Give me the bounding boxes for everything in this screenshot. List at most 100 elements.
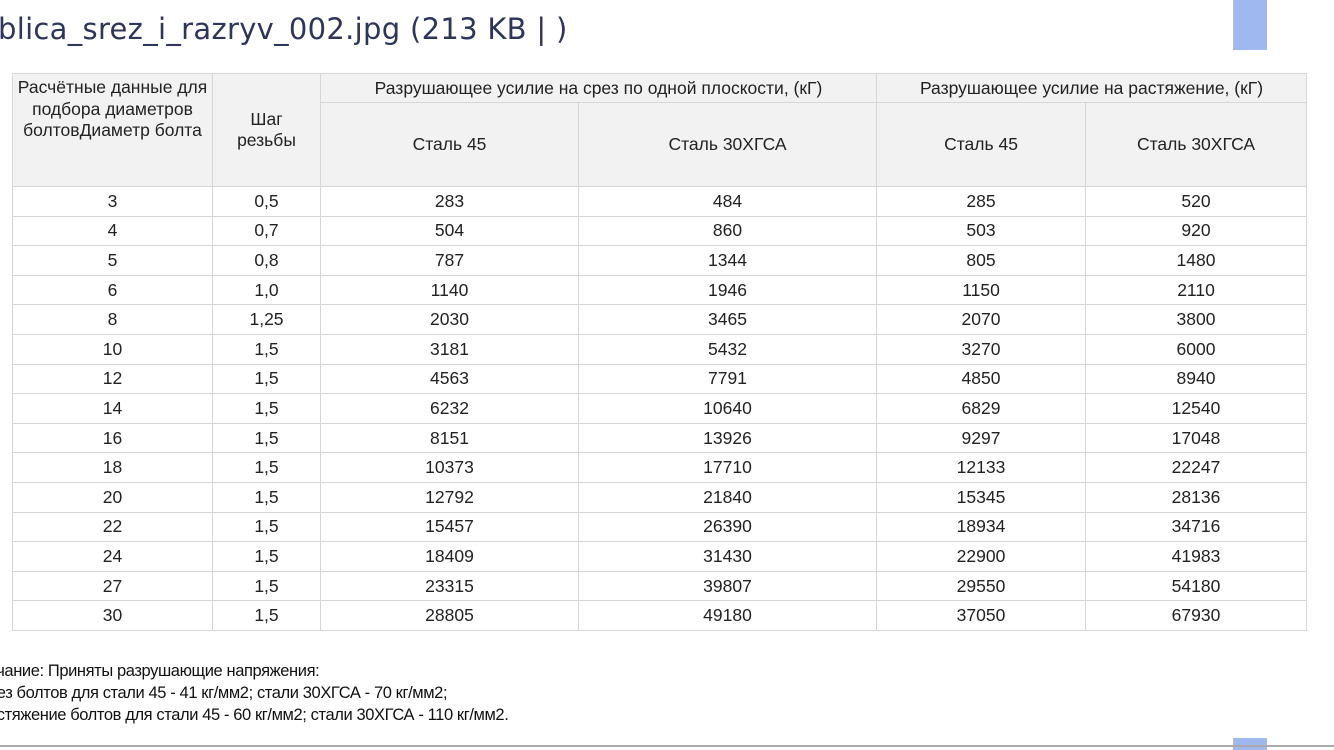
table-cell: 10373 [320,452,579,483]
table-cell: 22900 [876,541,1087,572]
table-cell: 17048 [1085,422,1308,454]
header-tension-30hgsa: Сталь 30ХГСА [1085,102,1308,187]
table-cell: 14 [12,393,213,424]
table-cell: 34716 [1085,511,1308,543]
table-row: 10 1,5 3181 5432 3270 6000 [12,333,1308,365]
table-cell: 9297 [876,422,1087,454]
table-cell: 16 [12,422,213,454]
header-thread-pitch: Шаг резьбы [212,73,321,187]
table-cell: 2030 [320,304,579,335]
divider [0,745,1334,747]
scrollbar-top[interactable] [1233,0,1267,50]
table-cell: 23315 [320,570,579,602]
table-cell: 0,8 [212,245,321,276]
table-cell: 1150 [876,274,1087,306]
table-cell: 0,5 [212,186,321,217]
table-cell: 8940 [1085,363,1308,395]
table-cell: 5 [12,245,213,276]
table-cell: 15457 [320,511,579,543]
table-cell: 12792 [320,481,579,513]
table-cell: 2110 [1085,274,1308,306]
table-cell: 1,5 [212,363,321,395]
table-cell: 1,5 [212,511,321,543]
table-cell: 4 [12,215,213,247]
table-cell: 1,5 [212,452,321,483]
table-cell: 6829 [876,393,1087,424]
table-cell: 285 [876,186,1087,217]
table-row: 16 1,5 8151 13926 9297 17048 [12,422,1308,454]
table-cell: 3181 [320,333,579,365]
table-cell: 484 [577,186,878,217]
header-shear-steel45: Сталь 45 [320,102,579,187]
table-row: 22 1,5 15457 26390 18934 34716 [12,511,1308,543]
table-cell: 787 [320,245,579,276]
table-cell: 13926 [577,422,878,454]
table-cell: 920 [1085,215,1308,247]
scrollbar-bottom[interactable] [1233,738,1267,750]
table-cell: 1,25 [212,304,321,335]
table-cell: 10 [12,333,213,365]
table-row: 14 1,5 6232 10640 6829 12540 [12,393,1308,424]
table-cell: 39807 [577,570,878,602]
table-cell: 1,5 [212,393,321,424]
table-cell: 4850 [876,363,1087,395]
bolt-strength-table: Расчётные данные для подбора диаметров б… [12,73,1308,631]
table-cell: 6232 [320,393,579,424]
table-cell: 12540 [1085,393,1308,424]
table-cell: 21840 [577,481,878,513]
table-row: 6 1,0 1140 1946 1150 2110 [12,274,1308,306]
table-row: 20 1,5 12792 21840 15345 28136 [12,481,1308,513]
header-shear-30hgsa: Сталь 30ХГСА [577,102,878,187]
table-row: 12 1,5 4563 7791 4850 8940 [12,363,1308,395]
table-cell: 5432 [577,333,878,365]
table-cell: 17710 [577,452,878,483]
table-cell: 37050 [876,600,1087,631]
table-cell: 18 [12,452,213,483]
table-cell: 1344 [577,245,878,276]
table-cell: 49180 [577,600,878,631]
table-cell: 3 [12,186,213,217]
note-line: астяжение болтов для стали 45 - 60 кг/мм… [0,706,509,724]
table-cell: 18934 [876,511,1087,543]
table-cell: 0,7 [212,215,321,247]
table-cell: 3465 [577,304,878,335]
table-cell: 12133 [876,452,1087,483]
table-cell: 26390 [577,511,878,543]
table-cell: 67930 [1085,600,1308,631]
table-cell: 10640 [577,393,878,424]
table-cell: 1,5 [212,333,321,365]
table-cell: 24 [12,541,213,572]
table-cell: 283 [320,186,579,217]
table-row: 24 1,5 18409 31430 22900 41983 [12,541,1308,572]
table-cell: 30 [12,600,213,631]
table-row: 5 0,8 787 1344 805 1480 [12,245,1308,276]
table-cell: 4563 [320,363,579,395]
table-cell: 860 [577,215,878,247]
table-cell: 8151 [320,422,579,454]
note-line: ечание: Приняты разрушающие напряжения: [0,662,320,680]
table-cell: 503 [876,215,1087,247]
table-cell: 6 [12,274,213,306]
header-tension-steel45: Сталь 45 [876,102,1087,187]
table-cell: 3800 [1085,304,1308,335]
table-cell: 28805 [320,600,579,631]
footnote: ечание: Приняты разрушающие напряжения: … [0,660,509,726]
table-cell: 1480 [1085,245,1308,276]
table-cell: 20 [12,481,213,513]
header-tension-group: Разрушающее усилие на растяжение, (кГ) [876,73,1308,103]
table-cell: 1,5 [212,422,321,454]
table-cell: 805 [876,245,1087,276]
table-row: 8 1,25 2030 3465 2070 3800 [12,304,1308,335]
table-cell: 2070 [876,304,1087,335]
table-cell: 1,5 [212,481,321,513]
table-cell: 1140 [320,274,579,306]
table-cell: 6000 [1085,333,1308,365]
table-cell: 28136 [1085,481,1308,513]
table-cell: 22 [12,511,213,543]
table-row: 4 0,7 504 860 503 920 [12,215,1308,247]
table-cell: 22247 [1085,452,1308,483]
table-cell: 520 [1085,186,1308,217]
table-row: 30 1,5 28805 49180 37050 67930 [12,600,1308,631]
table-cell: 41983 [1085,541,1308,572]
table-cell: 3270 [876,333,1087,365]
